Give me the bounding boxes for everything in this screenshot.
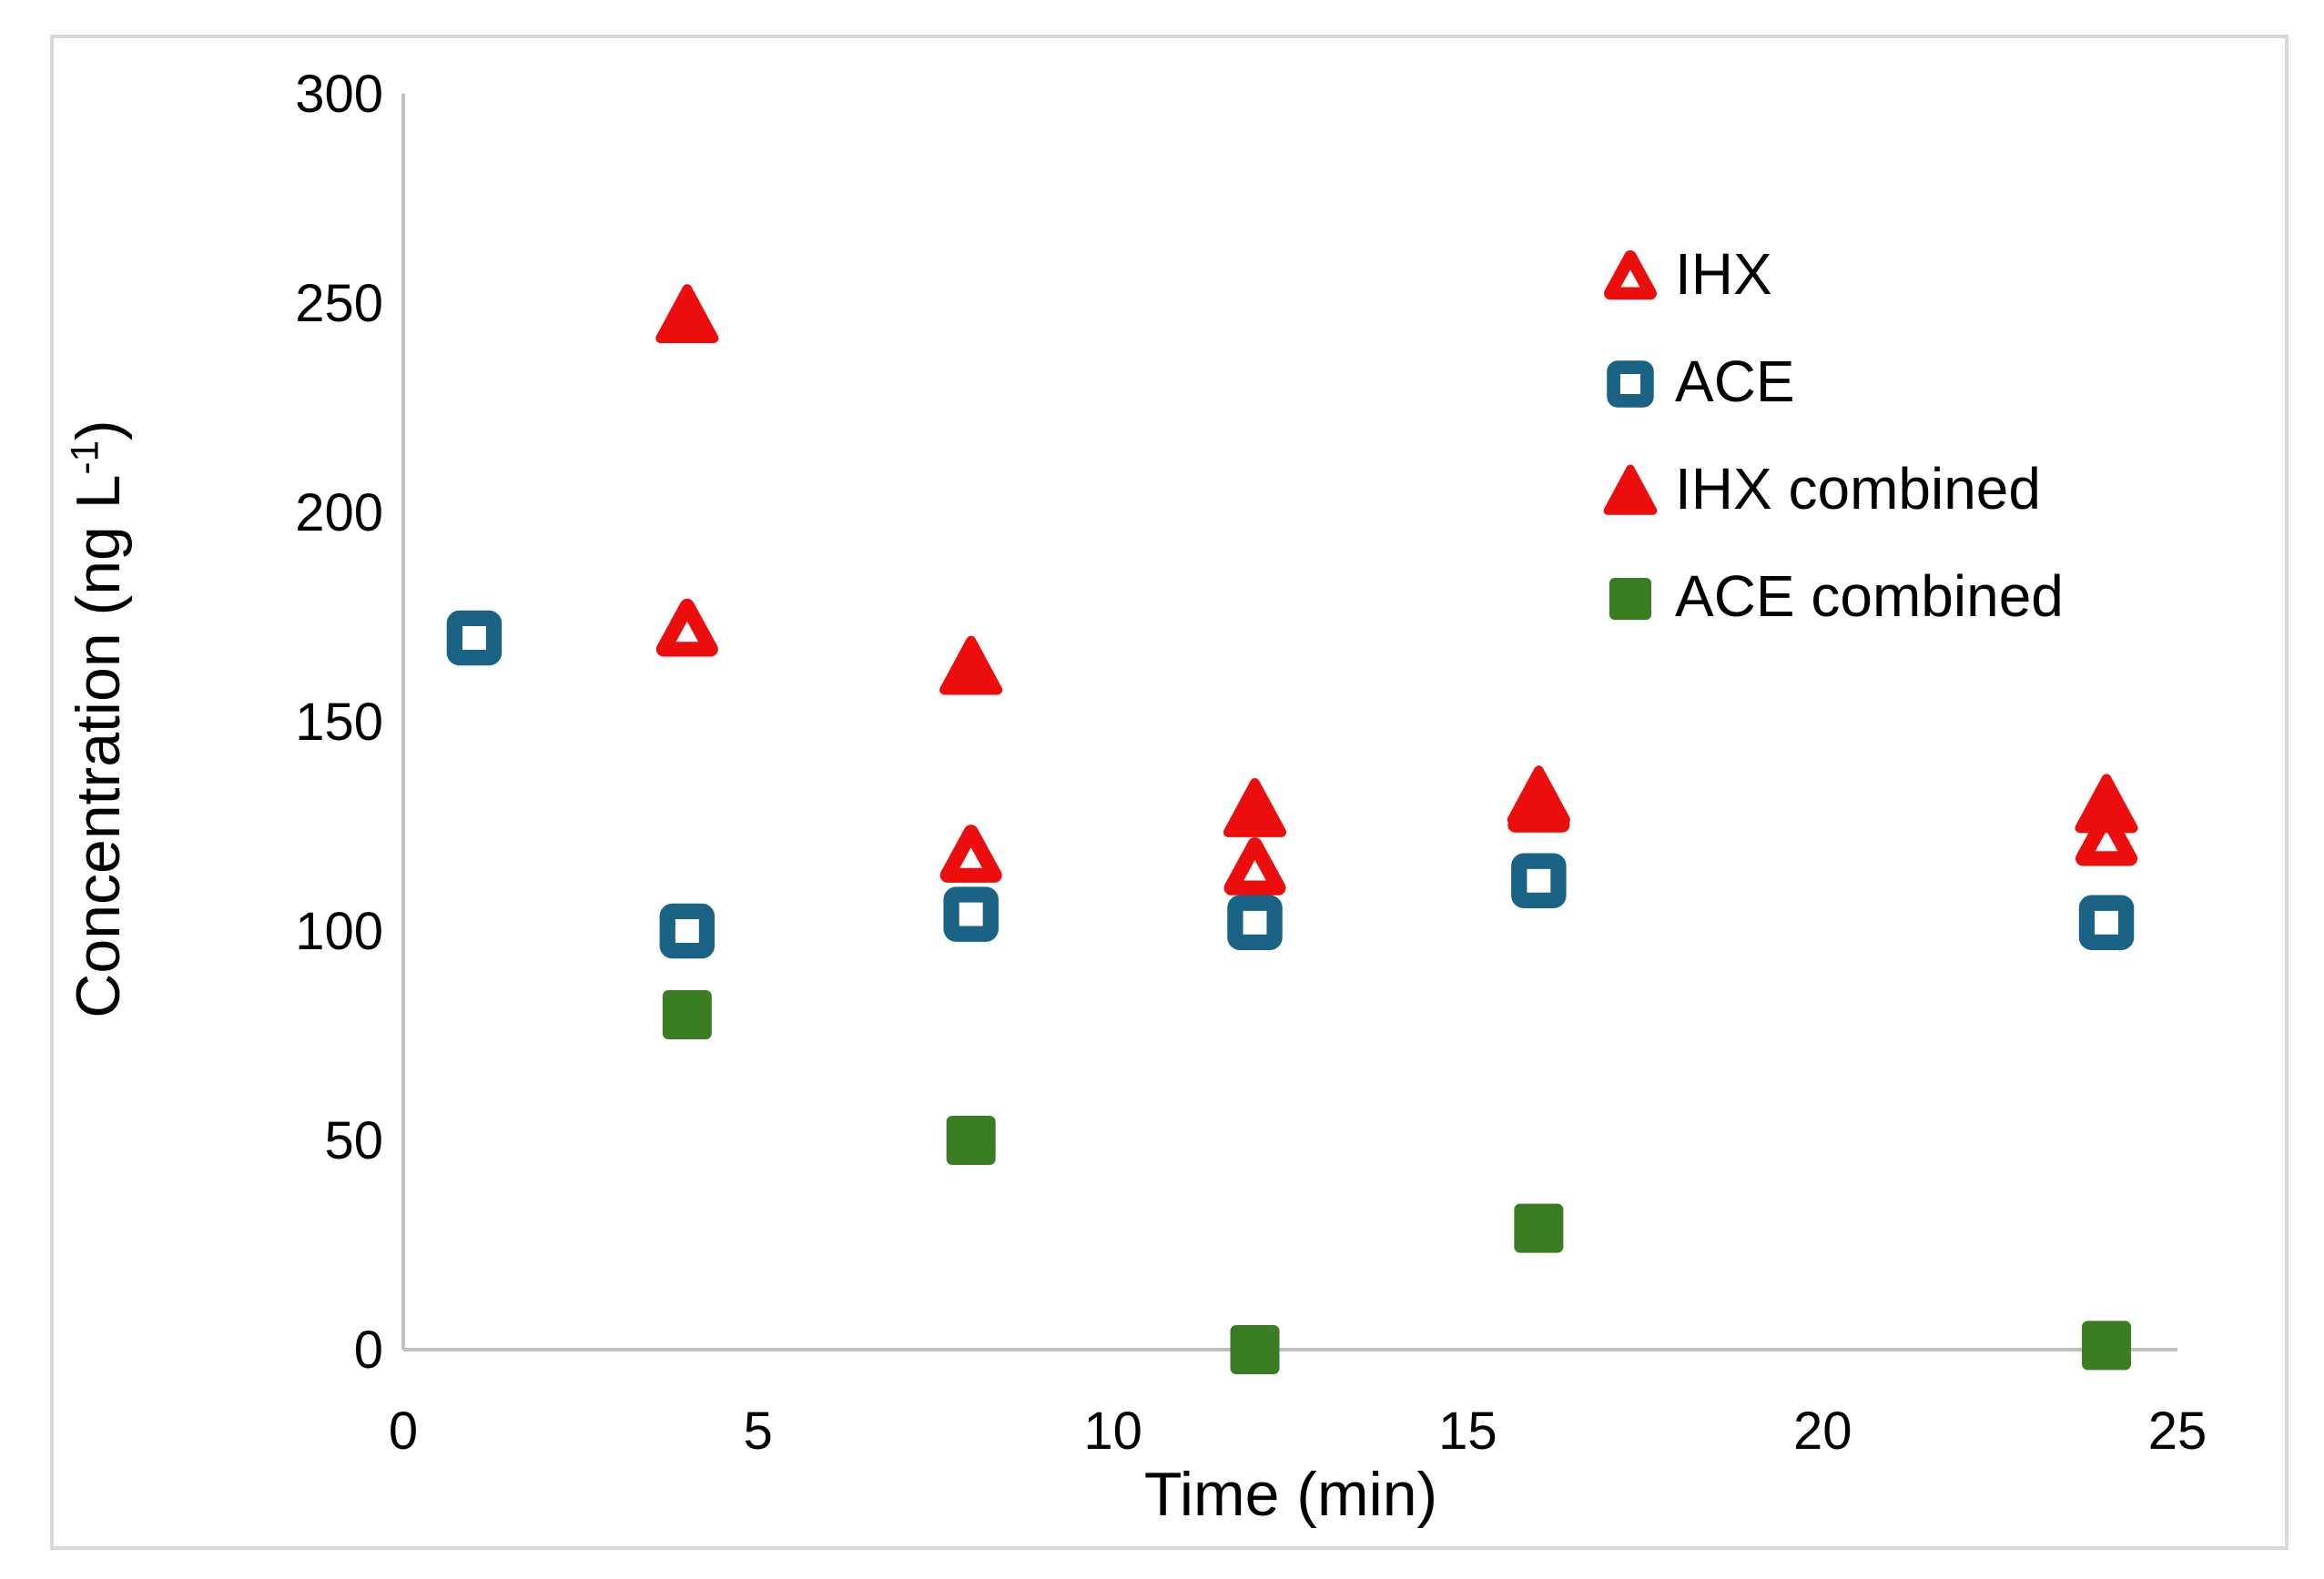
marker-shape (1223, 836, 1286, 896)
marker-triangle-filled (939, 635, 1003, 695)
legend-label: ACE (1675, 349, 1795, 414)
marker-triangle-open (1604, 250, 1657, 300)
legend-label: ACE combined (1675, 563, 2064, 629)
x-tick-label: 10 (1083, 1402, 1142, 1461)
y-tick-label: 100 (295, 902, 383, 961)
legend-item-ace-combined: ACE combined (1598, 555, 2064, 637)
y-axis-title: Concentration (ng L-1) (63, 420, 134, 1017)
marker-square-filled (662, 990, 712, 1039)
x-tick-label: 20 (1793, 1402, 1852, 1461)
y-tick-label: 300 (295, 65, 383, 124)
marker-shape (1507, 765, 1570, 825)
x-tick-label: 15 (1438, 1402, 1497, 1461)
marker-square-open (1607, 360, 1654, 408)
marker-triangle-filled (1223, 778, 1287, 837)
marker-square-filled (1514, 1203, 1564, 1253)
marker-square-filled (2082, 1321, 2132, 1371)
marker-square-filled (1609, 578, 1651, 620)
marker-shape (939, 825, 1002, 883)
marker-shape (655, 284, 719, 344)
marker-shape (1607, 360, 1654, 408)
marker-shape (939, 635, 1003, 695)
marker-shape (655, 598, 718, 657)
marker-shape (1227, 895, 1283, 951)
marker-square-open (446, 610, 502, 666)
marker-shape (446, 610, 502, 666)
chart-border (50, 35, 2288, 1550)
marker-shape (2082, 1321, 2132, 1371)
marker-triangle-open (1223, 836, 1286, 896)
marker-shape (1514, 1203, 1564, 1253)
y-axis-title-superscript: -1 (63, 440, 107, 475)
marker-shape (659, 903, 715, 959)
legend-marker-square-open (1607, 360, 1654, 408)
marker-square-open (2078, 895, 2135, 951)
marker-triangle-open (2075, 807, 2138, 866)
marker-shape (2075, 807, 2138, 866)
legend-item-ihx: IHX (1598, 233, 2064, 315)
marker-square-open (659, 903, 715, 959)
legend: IHX ACE IHX combined ACE combined (1598, 233, 2064, 637)
marker-shape (662, 990, 712, 1039)
marker-triangle-filled (1603, 464, 1658, 515)
y-tick-label: 150 (295, 693, 383, 752)
marker-square-filled (946, 1116, 996, 1165)
marker-triangle-filled (655, 284, 719, 344)
legend-marker-triangle-filled (1603, 464, 1658, 515)
legend-item-ace: ACE (1598, 340, 2064, 422)
x-axis-title: Time (min) (1143, 1460, 1438, 1529)
marker-shape (2078, 895, 2135, 951)
legend-marker-square-filled (1609, 578, 1651, 620)
legend-label: IHX combined (1675, 456, 2041, 521)
x-tick-label: 25 (2148, 1402, 2207, 1461)
legend-item-ihx-combined: IHX combined (1598, 448, 2064, 530)
marker-square-filled (1230, 1325, 1280, 1374)
marker-shape (943, 886, 999, 942)
y-axis-title-close: ) (64, 420, 133, 440)
y-axis-title-text: Concentration (ng L (64, 474, 133, 1018)
marker-triangle-filled (2075, 774, 2138, 834)
marker-square-open (1227, 895, 1283, 951)
marker-shape (1609, 578, 1651, 620)
y-tick-label: 250 (295, 274, 383, 333)
legend-label: IHX (1675, 241, 1772, 307)
marker-shape (946, 1116, 996, 1165)
marker-shape (2075, 774, 2138, 834)
x-tick-label: 5 (744, 1402, 773, 1461)
marker-square-open (943, 886, 999, 942)
legend-marker-triangle-open (1604, 250, 1657, 300)
y-tick-label: 200 (295, 483, 383, 542)
y-tick-label: 0 (354, 1321, 383, 1380)
marker-square-open (1511, 853, 1567, 909)
y-tick-label: 50 (324, 1111, 383, 1170)
marker-shape (1223, 778, 1287, 837)
marker-triangle-filled (1507, 765, 1570, 825)
marker-shape (1603, 464, 1658, 515)
marker-triangle-open (655, 598, 718, 657)
marker-shape (1604, 250, 1657, 300)
marker-shape (1230, 1325, 1280, 1374)
marker-shape (1511, 853, 1567, 909)
marker-triangle-open (939, 825, 1002, 883)
x-tick-label: 0 (389, 1402, 418, 1461)
